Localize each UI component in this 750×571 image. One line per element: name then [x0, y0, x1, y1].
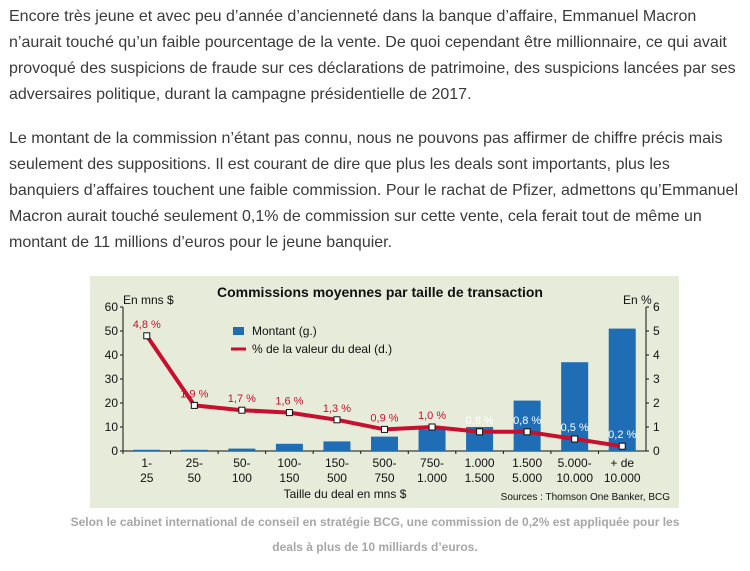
bar-montant: [133, 449, 161, 451]
bar-montant: [371, 436, 398, 451]
line-data-label: 1,3 %: [323, 403, 351, 415]
x-tick-label-top: + de: [610, 456, 634, 470]
left-axis-label: En mns $: [123, 293, 174, 307]
left-tick-label: 20: [105, 396, 119, 410]
line-data-label: 0,9 %: [370, 412, 398, 424]
legend-line-label: % de la valeur du deal (d.): [252, 342, 392, 356]
x-tick-label-bottom: 100: [232, 471, 252, 485]
image-caption-line-2: deals à plus de 10 milliards d’euros.: [272, 540, 478, 554]
line-data-label: 0,8 %: [513, 415, 541, 427]
x-tick-label-bottom: 150: [279, 471, 299, 485]
image-caption-line-1: Selon le cabinet international de consei…: [70, 515, 680, 529]
x-tick-label-top: 1-: [141, 456, 152, 470]
right-tick-label: 1: [653, 420, 660, 434]
line-point-marker: [238, 406, 246, 414]
chart-source: Sources : Thomson One Banker, BCG: [501, 492, 671, 503]
right-tick-label: 5: [653, 324, 660, 338]
right-tick-label: 3: [653, 372, 660, 386]
bar-montant: [228, 448, 256, 451]
bar-montant: [608, 328, 636, 451]
line-point-marker: [285, 409, 293, 417]
right-tick-label: 4: [653, 348, 660, 362]
x-axis-label: Taille du deal en mns $: [284, 487, 407, 501]
chart-legend: Montant (g.) % de la valeur du deal (d.): [231, 324, 392, 356]
x-tick-label-top: 750-: [420, 456, 444, 470]
left-tick-label: 50: [105, 324, 119, 338]
right-tick-label: 0: [653, 444, 660, 458]
commission-chart-figure: Commissions moyennes par taille de trans…: [90, 276, 679, 508]
x-tick-label-top: 100-: [277, 456, 301, 470]
x-tick-label-top: 25-: [186, 456, 203, 470]
x-tick-label-top: 500-: [372, 456, 396, 470]
line-data-label: 4,8 %: [133, 319, 161, 331]
legend-bar-label: Montant (g.): [252, 324, 317, 338]
x-tick-label-top: 150-: [325, 456, 349, 470]
line-data-label: 0,2 %: [608, 429, 636, 441]
bar-montant: [180, 449, 208, 451]
x-tick-label-top: 1.500: [512, 456, 542, 470]
left-tick-label: 10: [105, 420, 119, 434]
x-tick-label-bottom: 1.000: [417, 471, 447, 485]
line-point-marker: [618, 442, 626, 450]
commission-chart: Commissions moyennes par taille de trans…: [105, 284, 671, 503]
line-point-marker: [190, 401, 198, 409]
line-point-marker: [143, 332, 151, 340]
left-tick-label: 30: [105, 372, 119, 386]
x-tick-label-bottom: 10.000: [556, 471, 593, 485]
x-tick-label-bottom: 5.000: [512, 471, 542, 485]
line-point-marker: [476, 428, 484, 436]
x-tick-label-top: 50-: [233, 456, 250, 470]
left-tick-label: 0: [111, 444, 118, 458]
x-tick-label-bottom: 25: [140, 471, 154, 485]
line-data-label: 1,6 %: [275, 396, 303, 408]
x-tick-label-top: 5.000-: [558, 456, 592, 470]
legend-bar-swatch: [233, 327, 244, 335]
article-paragraph-1: Encore très jeune et avec peu d’année d’…: [9, 8, 736, 103]
right-tick-label: 2: [653, 396, 660, 410]
line-data-label: 1,0 %: [418, 410, 446, 422]
article-paragraph-2: Le montant de la commission n’étant pas …: [9, 130, 738, 251]
line-point-marker: [571, 435, 579, 443]
x-tick-label-bottom: 10.000: [604, 471, 641, 485]
bar-montant: [418, 429, 446, 451]
plot-area: 010203040506001234561-2525-5050-100100-1…: [105, 300, 660, 485]
x-tick-label-bottom: 1.500: [465, 471, 495, 485]
line-data-label: 1,9 %: [180, 388, 208, 400]
line-point-marker: [428, 423, 436, 431]
x-tick-label-bottom: 500: [327, 471, 347, 485]
line-data-label: 0,8 %: [466, 415, 494, 427]
left-tick-label: 40: [105, 348, 119, 362]
x-tick-label-top: 1.000: [465, 456, 495, 470]
left-tick-label: 60: [105, 300, 119, 314]
line-point-marker: [523, 428, 531, 436]
line-data-label: 1,7 %: [228, 393, 256, 405]
right-axis-label: En %: [623, 293, 652, 307]
line-point-marker: [381, 425, 388, 433]
line-point-marker: [333, 416, 341, 424]
bar-montant: [275, 443, 303, 451]
x-tick-label-bottom: 750: [374, 471, 394, 485]
x-tick-label-bottom: 50: [188, 471, 202, 485]
chart-title: Commissions moyennes par taille de trans…: [217, 284, 543, 300]
bar-montant: [323, 441, 351, 451]
right-tick-label: 6: [653, 300, 660, 314]
bar-montant: [513, 400, 541, 451]
line-data-label: 0,5 %: [561, 422, 589, 434]
